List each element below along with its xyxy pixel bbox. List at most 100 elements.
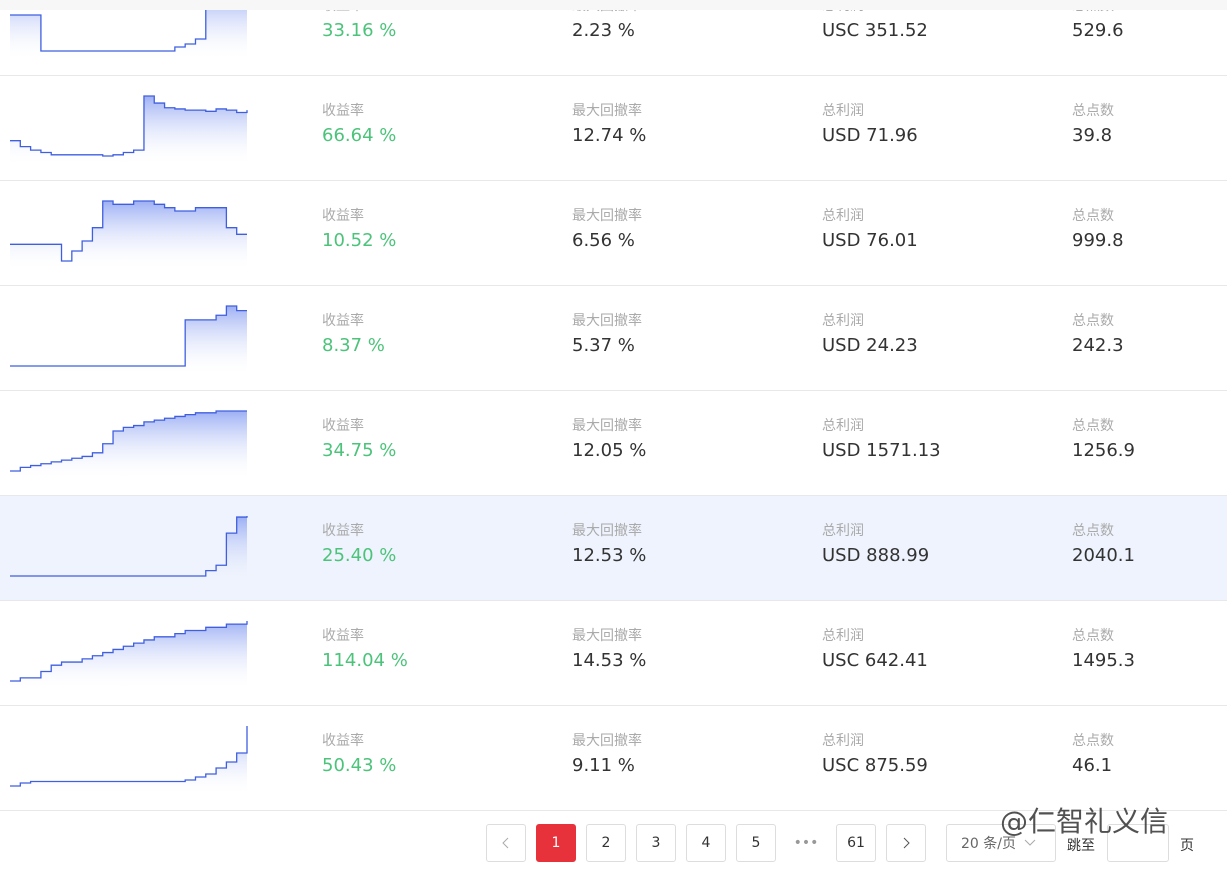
metric-value: 9.11 %: [572, 755, 635, 776]
sparkline: [10, 0, 247, 61]
metric-label: 总点数: [1072, 103, 1114, 119]
metric-value: 12.74 %: [572, 125, 647, 146]
sparkline: [10, 621, 248, 691]
metric-value: 2040.1: [1072, 545, 1135, 566]
metric-label: 总利润: [822, 208, 864, 224]
metric-label: 总利润: [822, 418, 864, 434]
metric-label: 收益率: [322, 418, 364, 434]
metric-label: 最大回撤率: [572, 208, 642, 224]
metric-label: 总利润: [822, 523, 864, 539]
metric-value: 39.8: [1072, 125, 1113, 146]
metric-label: 收益率: [322, 103, 364, 119]
prev-button[interactable]: [486, 824, 526, 862]
metric-label: 总利润: [822, 313, 864, 329]
sparkline-line: [10, 305, 247, 367]
metric-label: 总点数: [1072, 523, 1114, 539]
sparkline-line: [10, 0, 207, 52]
page-button[interactable]: 5: [736, 824, 776, 862]
metric-label: 总利润: [822, 628, 864, 644]
metric-label: 收益率: [322, 733, 364, 749]
metric-value: 242.3: [1072, 335, 1124, 356]
header-strip: [0, 0, 1227, 10]
sparkline-line: [10, 95, 248, 157]
metric-label: 最大回撤率: [572, 103, 642, 119]
metric-value: 33.16 %: [322, 20, 397, 41]
page-button[interactable]: 61: [836, 824, 876, 862]
sparkline: [10, 200, 247, 271]
page-button[interactable]: •••: [793, 835, 819, 851]
metric-label: 总点数: [1072, 208, 1114, 224]
metric-value: 66.64 %: [322, 125, 397, 146]
metric-value: 2.23 %: [572, 20, 635, 41]
sparkline-line: [10, 726, 248, 787]
metric-label: 收益率: [322, 313, 364, 329]
metric-label: 收益率: [322, 523, 364, 539]
metric-value: 14.53 %: [572, 650, 647, 671]
watermark: @仁智礼义信: [1000, 805, 1169, 838]
next-button[interactable]: [886, 824, 926, 862]
jump-input[interactable]: [1107, 824, 1169, 862]
metric-value: 529.6: [1072, 20, 1124, 41]
table-row: 收益率 66.64 % 最大回撤率 12.74 % 总利润 USD 71.96 总点数 39.…: [0, 76, 1227, 181]
metric-value: 999.8: [1072, 230, 1124, 251]
metric-label: 最大回撤率: [572, 418, 642, 434]
metric-label: 总利润: [822, 103, 864, 119]
sparkline-line: [10, 621, 248, 682]
page-button[interactable]: 1: [536, 824, 576, 862]
page-button[interactable]: 3: [636, 824, 676, 862]
metric-value: 12.53 %: [572, 545, 647, 566]
metric-value: 46.1: [1072, 755, 1113, 776]
metric-label: 总点数: [1072, 733, 1114, 749]
jump-label: 跳至: [1067, 838, 1095, 854]
dropdown-icon: [1024, 839, 1036, 846]
sparkline-line: [10, 410, 247, 472]
sparkline-area: [10, 411, 247, 481]
metric-value: USC 642.41: [822, 650, 928, 671]
metric-value: 6.56 %: [572, 230, 635, 251]
metric-value: 12.05 %: [572, 440, 647, 461]
metric-value: USD 888.99: [822, 545, 930, 566]
sparkline-line: [10, 516, 248, 577]
sparkline-area: [10, 0, 247, 61]
metric-value: 10.52 %: [322, 230, 397, 251]
page-suffix: 页: [1180, 838, 1194, 854]
page-button[interactable]: 2: [586, 824, 626, 862]
metric-label: 收益率: [322, 628, 364, 644]
metric-label: 总点数: [1072, 313, 1114, 329]
metric-label: 总点数: [1072, 418, 1114, 434]
metric-label: 最大回撤率: [572, 523, 642, 539]
metric-value: 25.40 %: [322, 545, 397, 566]
metric-value: USC 875.59: [822, 755, 928, 776]
metric-value: 34.75 %: [322, 440, 397, 461]
page-size-select[interactable]: 20 条/页: [946, 824, 1056, 862]
metric-value: USD 76.01: [822, 230, 918, 251]
page-button[interactable]: 4: [686, 824, 726, 862]
prev-icon: [502, 837, 509, 849]
table-row: 收益率 8.37 % 最大回撤率 5.37 % 总利润 USD 24.23 总点数 242.3: [0, 286, 1227, 391]
sparkline: [10, 516, 248, 586]
metric-label: 总点数: [1072, 628, 1114, 644]
metric-value: 5.37 %: [572, 335, 635, 356]
sparkline-area: [10, 96, 247, 166]
sparkline: [10, 305, 247, 376]
metric-value: 114.04 %: [322, 650, 408, 671]
table-row: 收益率 114.04 % 最大回撤率 14.53 % 总利润 USC 642.41 总点数 1…: [0, 601, 1227, 706]
metric-value: 8.37 %: [322, 335, 385, 356]
metric-value: USD 24.23: [822, 335, 918, 356]
metric-label: 最大回撤率: [572, 313, 642, 329]
sparkline: [10, 95, 248, 166]
metric-value: 1495.3: [1072, 650, 1135, 671]
table-row: 收益率 34.75 % 最大回撤率 12.05 % 总利润 USD 1571.13 总点数 1…: [0, 391, 1227, 496]
metric-label: 最大回撤率: [572, 733, 642, 749]
sparkline-area: [10, 201, 247, 271]
metric-label: 总利润: [822, 733, 864, 749]
table-row: 收益率 50.43 % 最大回撤率 9.11 % 总利润 USC 875.59 总点数 46.…: [0, 706, 1227, 811]
metric-value: 1256.9: [1072, 440, 1135, 461]
metric-label: 收益率: [322, 208, 364, 224]
table-row: 收益率 25.40 % 最大回撤率 12.53 % 总利润 USD 888.99 总点数 20…: [0, 496, 1227, 601]
sparkline: [10, 726, 248, 796]
sparkline-area: [10, 306, 247, 376]
next-icon: [903, 837, 910, 849]
